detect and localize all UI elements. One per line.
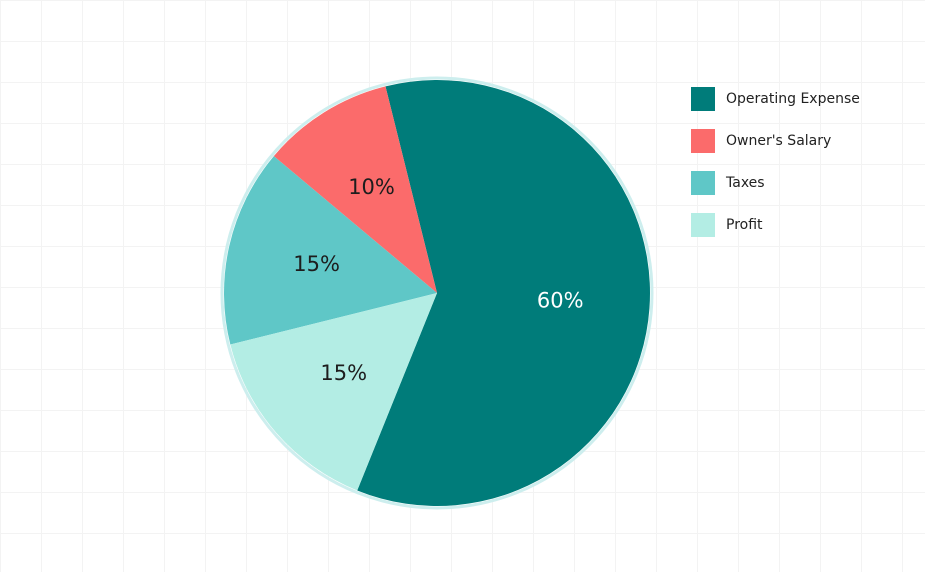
pie-slice: [224, 156, 437, 345]
pie-slice: [230, 293, 437, 491]
pie-outline: [220, 76, 654, 510]
legend-swatch: [691, 213, 715, 237]
pie-slice: [357, 80, 650, 506]
legend-label: Taxes: [725, 175, 765, 191]
legend-swatch: [691, 171, 715, 195]
legend-label: Owner's Salary: [726, 133, 831, 149]
slice-label: 10%: [348, 175, 395, 199]
legend-label: Profit: [726, 217, 763, 233]
slice-label: 15%: [320, 361, 367, 385]
slice-label: 60%: [537, 289, 584, 313]
legend-swatch: [691, 129, 715, 153]
slice-label: 15%: [293, 252, 340, 276]
legend-swatch: [691, 87, 715, 111]
legend-label: Operating Expense: [726, 91, 860, 107]
pie-slice: [273, 86, 437, 293]
